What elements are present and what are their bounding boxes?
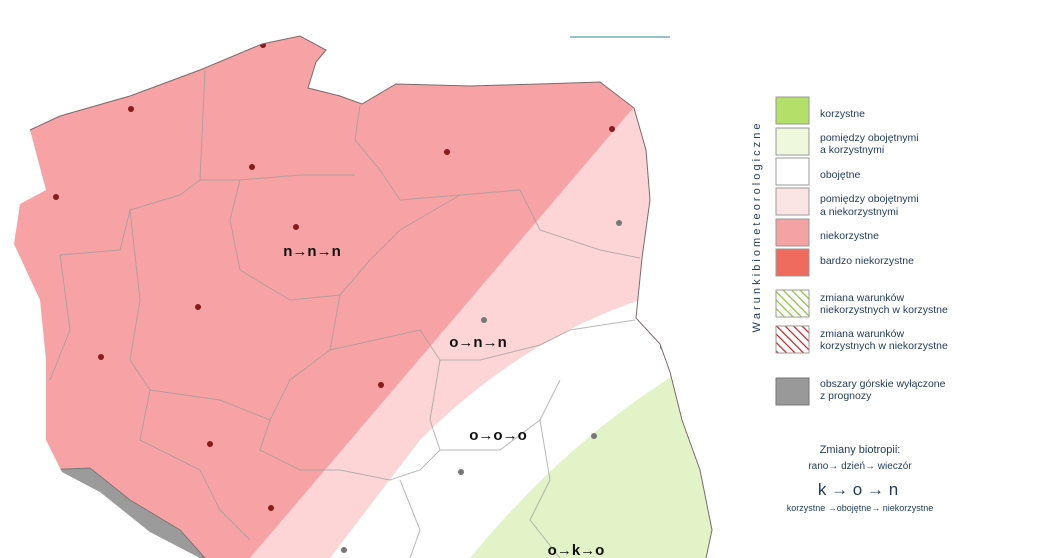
legend-label: pomiędzy obojętnymi	[820, 132, 919, 144]
legend-swatch	[775, 289, 810, 318]
legend-label: a niekorzystnymi	[820, 206, 898, 218]
explanation-title: Zmiany biotropii:	[820, 444, 901, 456]
legend-label: korzystne	[820, 108, 865, 120]
zone-between	[250, 100, 712, 558]
legend-swatch	[775, 157, 810, 186]
legend-swatch	[775, 218, 810, 247]
legend-label: pomiędzy obojętnymi	[820, 193, 919, 205]
legend-title: W a r u n k i b i o m e t e o r o l o g …	[751, 123, 763, 332]
explanation-meaning: korzystne →obojętne→ niekorzystne	[787, 503, 934, 513]
legend-label: obojętne	[820, 169, 860, 181]
country-border	[29, 35, 713, 558]
legend-label: zmiana warunków	[820, 292, 904, 304]
region-label: o→n→n	[449, 334, 507, 351]
legend-swatch	[775, 127, 810, 156]
legend-label: niekorzystne	[820, 230, 879, 242]
legend-swatch	[775, 187, 810, 216]
legend-label: zmiana warunków	[820, 328, 904, 340]
legend-label: a korzystnymi	[820, 144, 884, 156]
legend-swatch	[775, 96, 810, 125]
legend-label: bardzo niekorzystne	[820, 255, 914, 267]
legend: korzystne pomiędzy obojętnymi a korzystn…	[775, 96, 948, 406]
legend-swatch	[775, 248, 810, 277]
legend-label: niekorzystnych w korzystne	[820, 304, 948, 316]
explanation-example: k → o → n	[818, 480, 898, 499]
map	[14, 36, 712, 558]
legend-label: obszary górskie wyłączone	[820, 378, 946, 390]
legend-label: z prognozy	[820, 390, 872, 402]
borders	[49, 69, 641, 558]
region-label: o→o→o	[469, 427, 527, 444]
region-label: n→n→n	[283, 243, 341, 260]
legend-swatch	[775, 377, 810, 406]
zone-unfavourable	[14, 36, 700, 558]
legend-label: korzystnych w niekorzystne	[820, 340, 948, 352]
explanation-sequence: rano→ dzień→ wieczór	[808, 461, 912, 472]
legend-swatch	[775, 325, 810, 354]
region-label: o→k→o	[548, 542, 605, 558]
explanation: Zmiany biotropii: rano→ dzień→ wieczór k…	[787, 444, 934, 513]
